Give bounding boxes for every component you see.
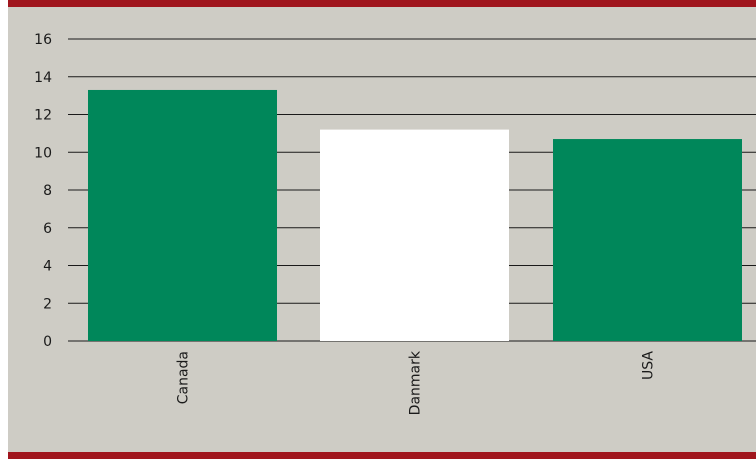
y-axis-tick-labels: 0 2 4 6 8 10 12 14 16 xyxy=(34,32,52,350)
top-frame-bar xyxy=(8,0,756,7)
y-tick-label-14: 14 xyxy=(34,70,52,86)
y-tick-label-10: 10 xyxy=(34,145,52,161)
x-category-label-danmark: Danmark xyxy=(408,350,424,415)
y-tick-label-8: 8 xyxy=(43,183,52,199)
y-tick-label-12: 12 xyxy=(34,108,52,124)
y-tick-label-4: 4 xyxy=(43,259,52,275)
bottom-frame-bar xyxy=(8,452,756,459)
x-axis-category-labels: Canada Danmark USA xyxy=(176,350,657,415)
x-category-label-canada: Canada xyxy=(176,351,192,404)
bar-canada xyxy=(88,89,277,342)
bars xyxy=(88,89,742,342)
y-tick-label-2: 2 xyxy=(43,296,52,312)
bar-usa xyxy=(553,139,742,341)
chart-panel: 0 2 4 6 8 10 12 14 16 Canada Danmark USA xyxy=(8,0,756,459)
x-category-label-usa: USA xyxy=(641,351,657,380)
y-tick-label-0: 0 xyxy=(43,334,52,350)
bar-chart: 0 2 4 6 8 10 12 14 16 Canada Danmark USA xyxy=(8,0,756,459)
y-tick-label-6: 6 xyxy=(43,221,52,237)
bar-danmark xyxy=(320,129,509,341)
y-tick-label-16: 16 xyxy=(34,32,52,48)
